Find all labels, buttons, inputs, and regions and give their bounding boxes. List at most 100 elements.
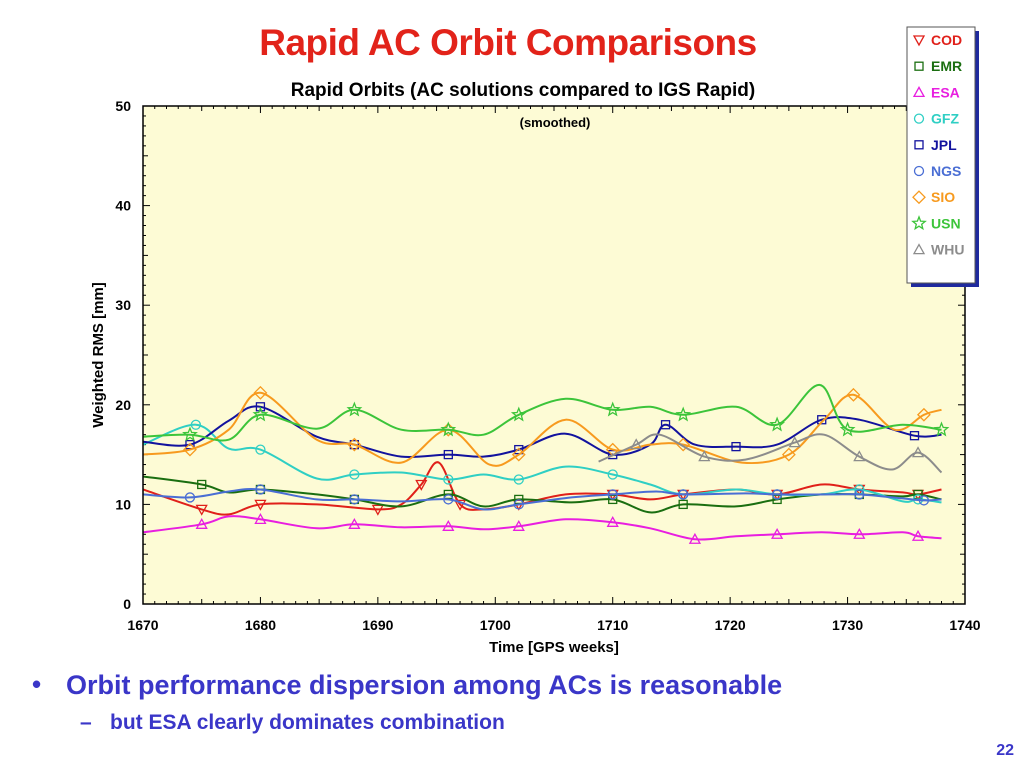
data-point [781,447,796,462]
chart-title: Rapid Orbits (AC solutions compared to I… [291,80,755,101]
data-point [678,499,688,510]
data-point [195,517,208,529]
legend-label: WHU [931,242,964,258]
legend-entry-esa: ESA [912,84,960,100]
data-point [197,479,207,490]
data-point [911,529,925,541]
sub-bullet-text: but ESA clearly dominates combination [110,711,505,734]
data-point [675,406,692,422]
y-axis-label: Weighted RMS [mm] [90,282,107,428]
data-point [608,494,618,505]
data-point [511,447,526,462]
x-tick-label: 1690 [362,617,393,633]
series-line [143,515,942,541]
data-point [604,401,621,417]
rms-line-chart: Rapid Orbits (AC solutions compared to I… [90,26,981,656]
series-line [598,433,943,474]
data-point [817,415,827,425]
data-point [442,519,455,531]
data-point [630,438,643,450]
legend-label: JPL [931,137,957,153]
data-point [371,504,384,516]
legend-marker-icon [913,165,925,177]
series-usn [143,383,950,442]
series-line [143,423,942,504]
data-point [510,406,527,422]
legend-marker-icon [913,113,925,124]
data-point [909,431,920,441]
series-gfz [143,419,942,505]
bullet-dot-icon: • [32,669,42,699]
x-tick-label: 1700 [480,617,511,633]
data-point [190,419,201,430]
y-tick-label: 10 [115,496,131,512]
data-point [183,442,197,457]
legend-entry-ngs: NGS [913,163,961,179]
data-point [846,387,861,402]
x-tick-label: 1720 [715,617,746,633]
data-point [660,420,671,430]
y-tick-label: 20 [115,397,131,413]
data-point [918,495,930,506]
legend-marker-icon [914,61,924,71]
data-point [772,494,782,505]
data-point [253,385,268,400]
data-point [184,492,196,503]
legend-marker-icon [912,86,926,98]
data-point [678,489,689,500]
legend-label: USN [931,215,961,231]
data-point [853,450,866,462]
x-axis-label: Time [GPS weeks] [489,639,619,656]
series-esa [143,513,942,544]
data-point [349,494,360,505]
legend-entry-emr: EMR [914,58,962,74]
bullet-text: Orbit performance dispersion among ACs i… [66,670,783,700]
data-point [255,484,266,495]
legend-entry-whu: WHU [912,242,964,258]
data-point [440,421,457,437]
data-point [513,474,524,485]
legend-label: NGS [931,163,961,179]
data-point [195,504,208,516]
data-point [254,499,267,511]
data-point [839,421,856,437]
dash-icon: – [80,711,92,734]
legend-label: EMR [931,58,962,74]
legend-marker-icon [912,35,926,47]
plot-area [143,106,965,604]
y-tick-label: 0 [123,596,131,612]
data-point [853,527,866,539]
data-point [255,402,266,412]
series-jpl [143,402,942,460]
series-ngs [143,484,942,511]
plot-frame [142,105,966,605]
data-point [731,441,741,452]
data-point [771,527,784,539]
data-point [443,474,454,485]
legend-label: GFZ [931,111,959,127]
legend-entry-cod: COD [912,32,962,48]
data-point [254,513,267,524]
data-point [606,515,619,527]
x-tick-label: 1710 [597,617,628,633]
bullet-list: • Orbit performance dispersion among ACs… [30,669,990,735]
legend-entry-jpl: JPL [914,137,957,153]
legend-marker-icon [914,140,924,150]
data-point [443,449,453,460]
data-point [788,436,801,448]
page-number: 22 [996,742,1014,759]
legend-marker-icon [912,190,926,205]
data-point [769,416,786,432]
data-point [182,426,198,442]
chart-subtitle: (smoothed) [520,115,591,130]
y-tick-label: 30 [115,297,131,313]
data-point [348,517,361,529]
data-point [349,469,360,480]
data-point [607,469,618,480]
data-point [688,532,702,544]
data-point [252,406,269,422]
bullet-item: • Orbit performance dispersion among ACs… [30,669,990,701]
data-point [607,489,618,500]
data-point [255,444,266,455]
series-line [143,391,942,467]
